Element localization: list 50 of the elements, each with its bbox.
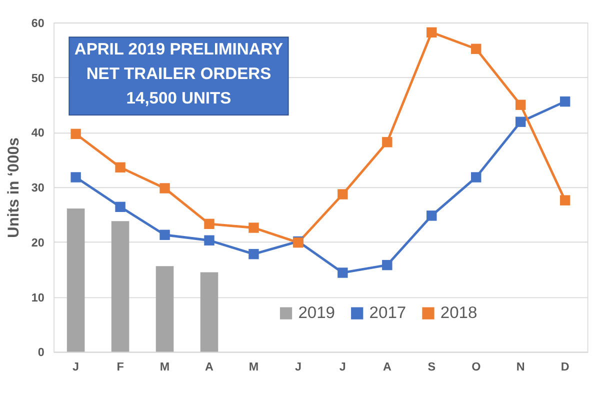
point xyxy=(160,183,170,194)
point xyxy=(248,222,259,233)
point xyxy=(204,218,214,230)
point xyxy=(471,44,482,54)
point xyxy=(560,195,570,206)
bar xyxy=(66,208,85,352)
legend-label: 2018 xyxy=(440,303,478,322)
y-tick-label: 0 xyxy=(38,346,45,360)
point xyxy=(471,172,482,182)
x-tick-label: N xyxy=(516,360,525,374)
x-tick-label: F xyxy=(116,360,124,374)
point xyxy=(115,162,126,172)
y-tick-label: 40 xyxy=(31,126,45,140)
point xyxy=(515,116,526,127)
x-tick-label: M xyxy=(248,360,259,374)
annotation: APRIL 2019 PRELIMINARY NET TRAILER ORDERS 14,500 UNITS xyxy=(74,40,284,108)
point xyxy=(338,189,348,200)
y-tick-label: 20 xyxy=(31,236,45,250)
y-axis-title: Units in ‘000s xyxy=(6,137,23,238)
point xyxy=(338,268,348,278)
x-tick-label: J xyxy=(72,360,80,374)
x-tick-label: A xyxy=(382,360,392,374)
point xyxy=(70,172,81,182)
x-tick-label: J xyxy=(339,360,346,374)
point xyxy=(426,210,437,221)
point xyxy=(115,202,126,212)
point xyxy=(426,27,437,38)
point xyxy=(382,137,392,148)
bar xyxy=(156,266,174,352)
point xyxy=(204,235,214,246)
point xyxy=(160,230,170,240)
point xyxy=(515,100,526,110)
legend-label: 2019 xyxy=(298,303,336,322)
x-tick-label: D xyxy=(560,360,570,374)
bar xyxy=(200,272,218,352)
y-tick-label: 10 xyxy=(31,291,45,304)
point xyxy=(560,96,570,107)
legend-label: 2017 xyxy=(369,303,406,322)
x-tick-label: O xyxy=(472,360,481,374)
bar xyxy=(111,221,130,352)
point xyxy=(248,248,259,260)
point xyxy=(382,260,392,270)
point xyxy=(70,128,81,140)
y-tick-label: 50 xyxy=(31,72,45,85)
x-tick-label: A xyxy=(205,360,214,374)
y-tick-label: 60 xyxy=(31,16,45,30)
x-tick-label: J xyxy=(294,360,302,374)
y-tick-label: 30 xyxy=(31,182,45,195)
x-tick-label: S xyxy=(428,360,436,374)
x-tick-label: M xyxy=(160,360,170,374)
